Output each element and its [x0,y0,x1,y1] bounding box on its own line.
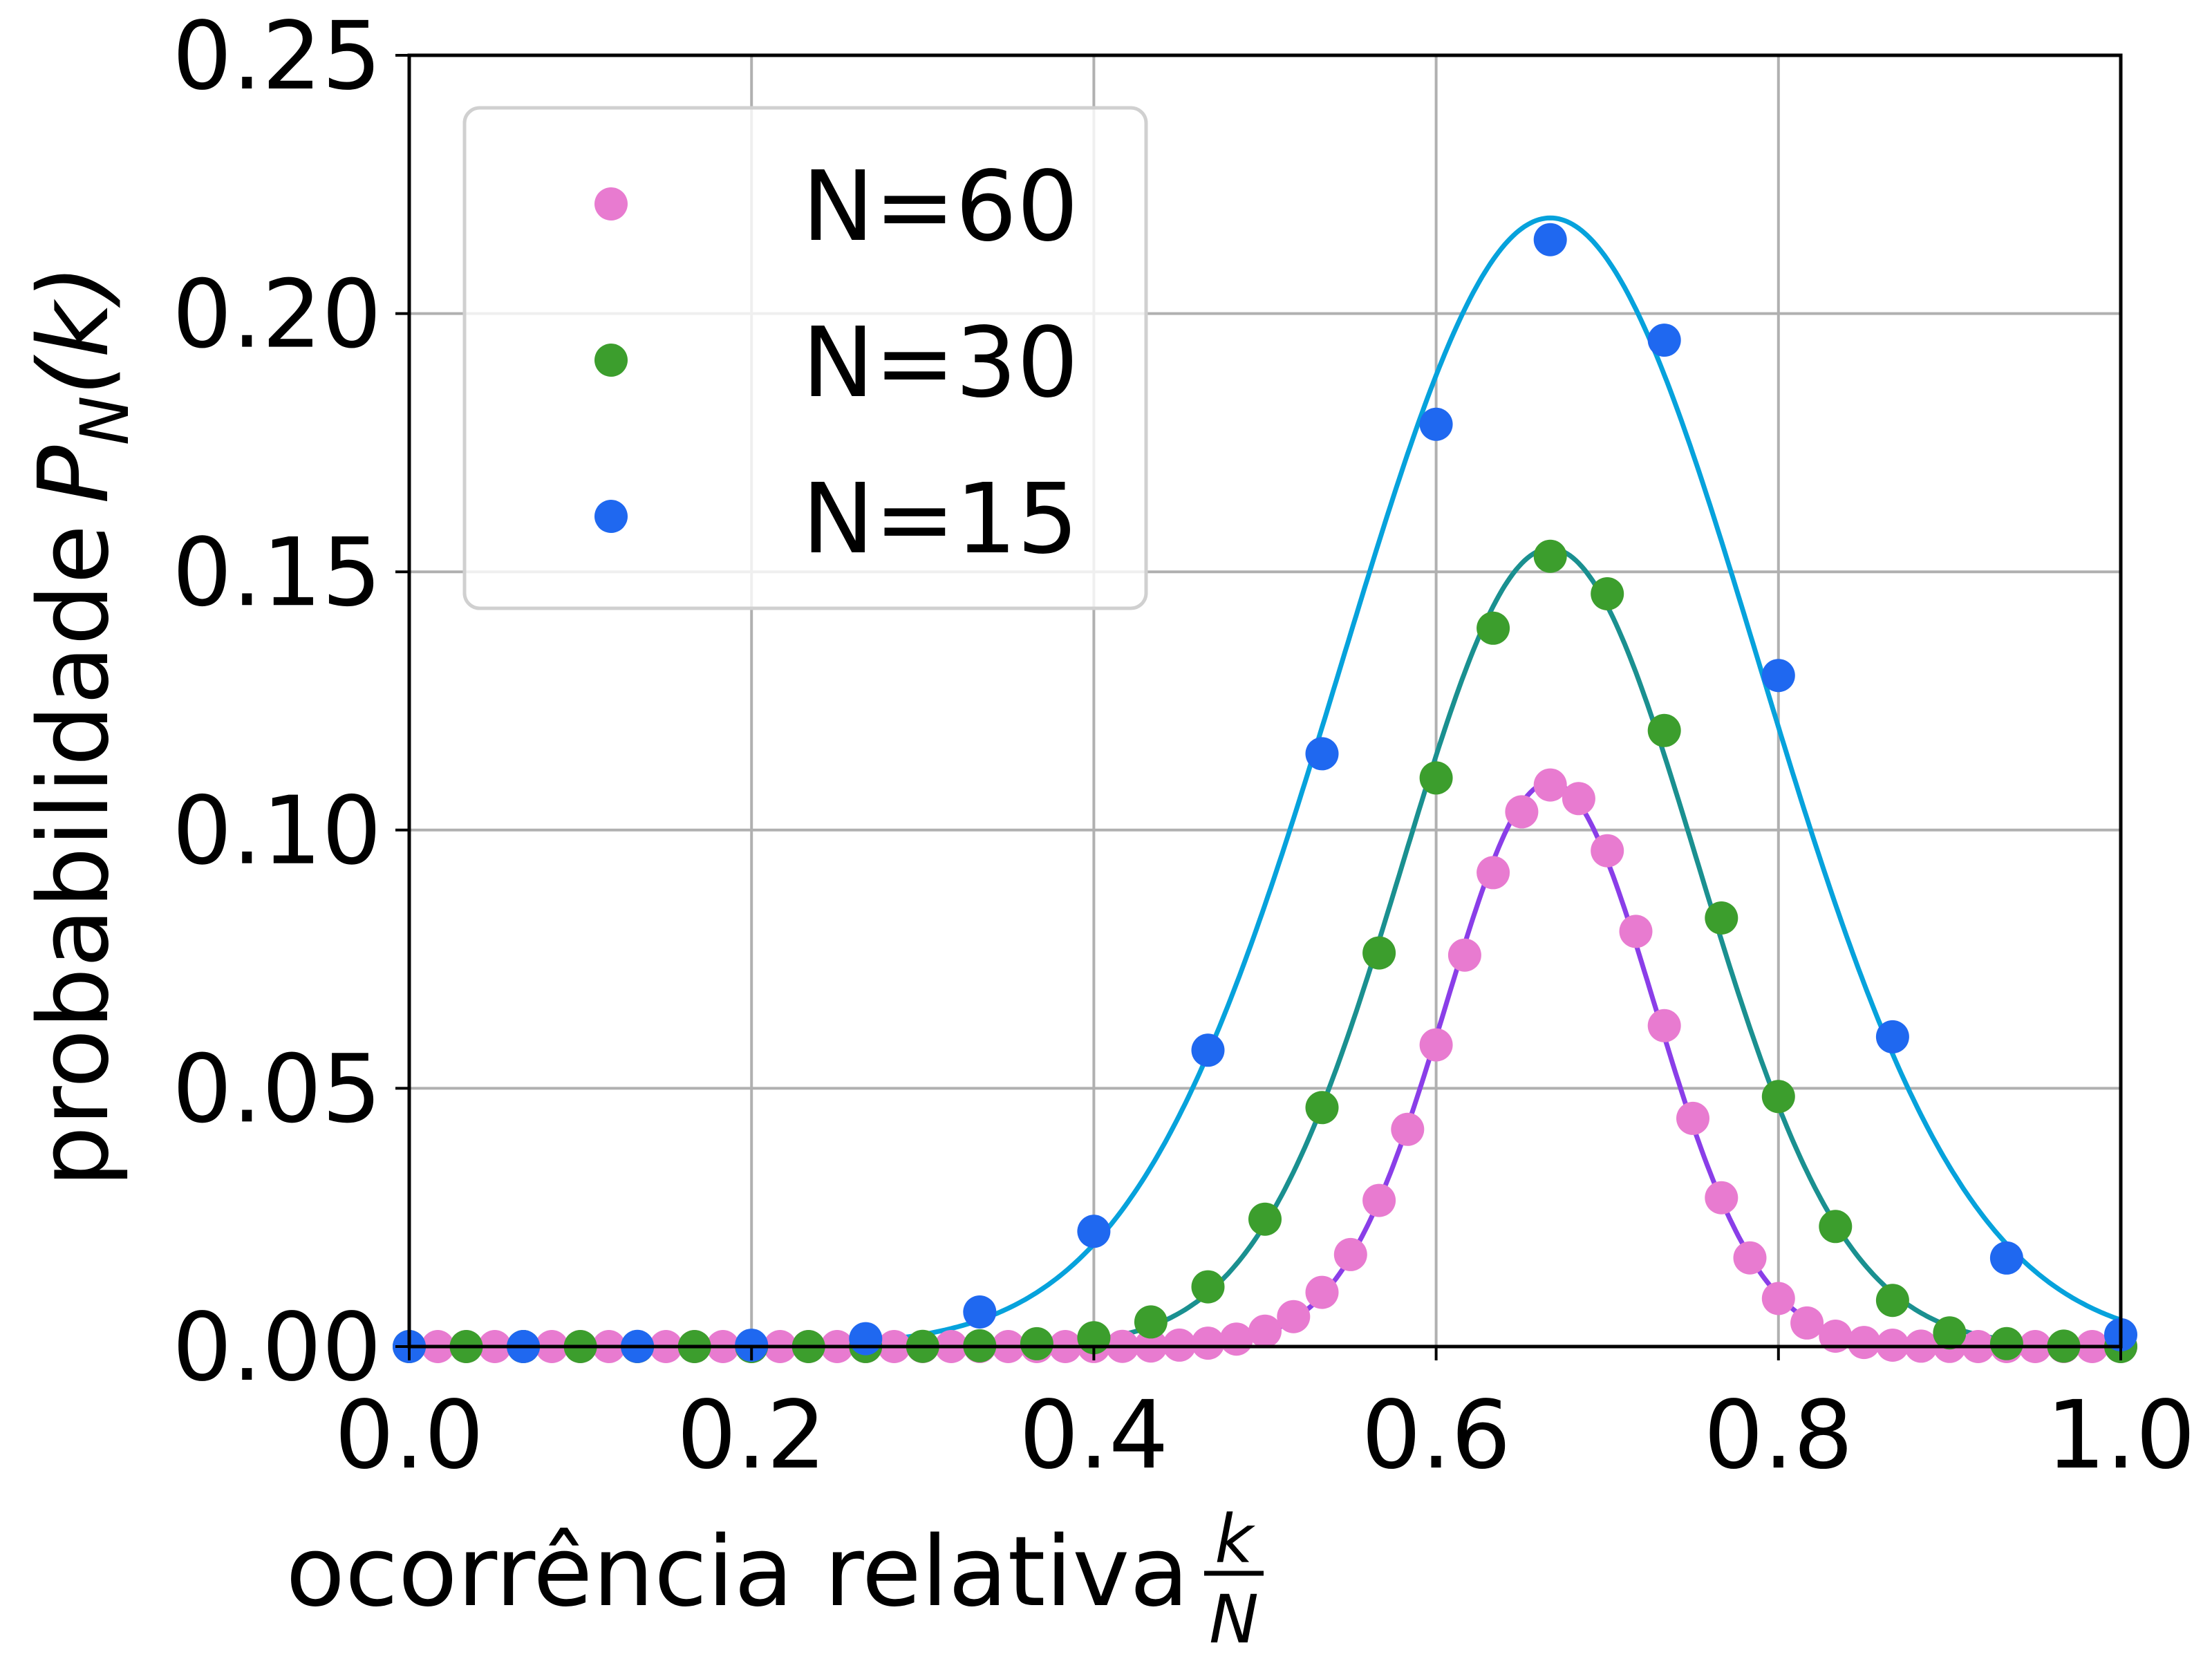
legend-marker [594,344,628,377]
data-point [1933,1316,1967,1350]
data-point [1647,1009,1681,1042]
data-point [1562,782,1595,816]
data-point [1790,1306,1824,1340]
data-point [1391,1112,1425,1146]
x-axis-label-fraction: k N [1204,1501,1264,1658]
data-point [1989,1327,2023,1360]
data-point [963,1295,997,1329]
legend: N=60 N=30 N=15 [462,106,1148,610]
y-tick-label: 0.25 [172,2,382,111]
data-point [1191,1033,1225,1067]
y-tick-label: 0.00 [172,1293,382,1403]
data-point [1020,1327,1053,1360]
y-tick-label: 0.15 [172,518,382,628]
data-point [1989,1241,2023,1275]
x-axis-label: ocorrência relativa [285,1516,1189,1629]
data-point [1362,1183,1396,1217]
data-point [1248,1202,1282,1236]
data-point [1875,1020,1909,1053]
data-point [1333,1237,1367,1271]
data-point [1761,1282,1795,1315]
data-point [1077,1215,1111,1248]
data-point [1647,324,1681,357]
data-point [1761,1080,1795,1114]
data-point [1533,768,1567,802]
data-point [1419,407,1453,441]
data-point [1447,938,1481,972]
x-tick-label: 0.8 [1704,1381,1853,1490]
legend-marker [594,187,628,221]
y-tick-label: 0.10 [172,777,382,886]
x-tick-label: 0.0 [335,1381,484,1490]
data-point [1248,1314,1282,1348]
legend-label: N=60 [802,151,1078,263]
y-tick-label: 0.20 [172,261,382,370]
data-point [849,1322,883,1356]
data-point [1477,856,1510,890]
data-point [1191,1327,1225,1360]
data-point [1219,1322,1253,1356]
data-point [1419,1028,1453,1062]
data-point [1277,1300,1311,1333]
data-point [1705,901,1738,935]
y-label-subscript: N [66,396,144,446]
x-label-denominator: N [1209,1581,1259,1658]
data-point [1305,737,1339,771]
plot-frame [407,53,2123,1349]
legend-label: N=15 [802,463,1078,576]
data-point [1305,1091,1339,1125]
x-tick-label: 1.0 [2046,1381,2195,1490]
data-point [1191,1270,1225,1304]
data-point [1533,539,1567,573]
y-axis-label: probabilidade PN(k) [18,264,144,1187]
data-point [1505,795,1539,829]
data-point [1305,1275,1339,1309]
data-point [1819,1320,1853,1353]
legend-marker [594,500,628,533]
data-point [1419,761,1453,795]
legend-label: N=30 [802,307,1078,420]
data-point [1847,1326,1881,1360]
data-point [1705,1181,1738,1215]
data-point [1733,1241,1767,1275]
legend-box [462,106,1148,610]
y-label-symbol: P [18,445,131,504]
data-point [1477,611,1510,645]
y-label-argument: (k) [18,264,131,395]
data-point [1362,936,1396,970]
data-point [1875,1284,1909,1318]
y-label-word: probabilidade [18,525,131,1188]
data-point [1647,713,1681,747]
data-point [1591,834,1624,868]
data-point [1619,915,1653,948]
data-point [1819,1210,1853,1244]
x-tick-label: 0.4 [1019,1381,1168,1490]
x-tick-label: 0.6 [1361,1381,1510,1490]
x-label-numerator: k [1215,1501,1255,1578]
x-tick-label: 0.2 [677,1381,826,1490]
axis-ticks: 0.0 0.2 0.4 0.6 0.8 1.0 0.00 0.05 0.10 0.15 0.20 0.… [172,2,2195,1490]
data-point [1761,659,1795,693]
data-point [1591,577,1624,610]
y-tick-label: 0.05 [172,1035,382,1144]
data-point [1676,1101,1709,1135]
data-point [1134,1305,1168,1339]
data-point [1533,223,1567,256]
